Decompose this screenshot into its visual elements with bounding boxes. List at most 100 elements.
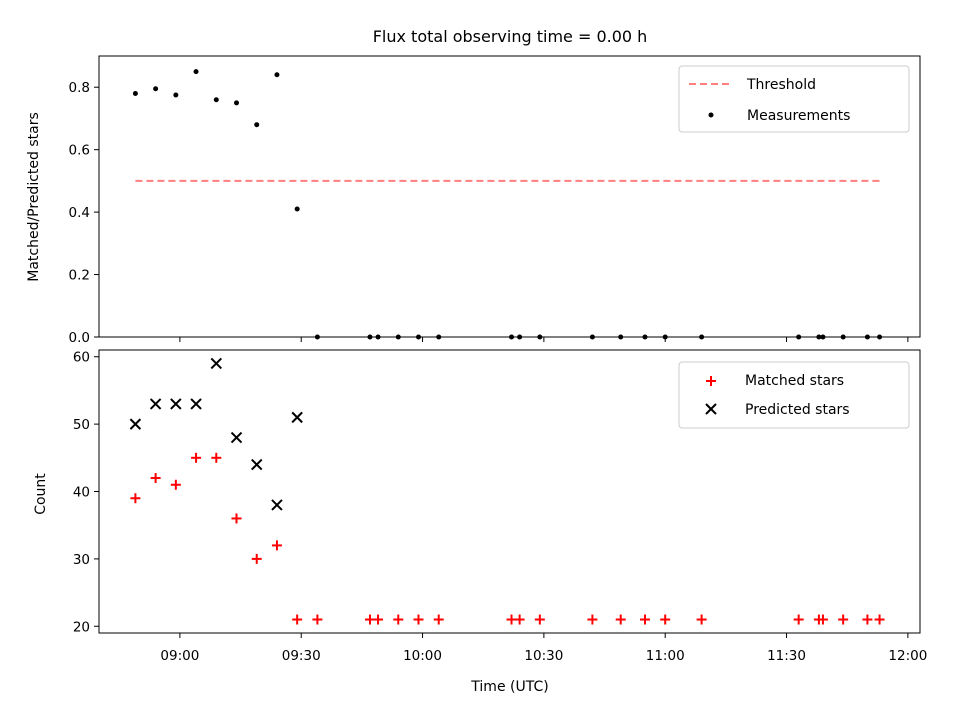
matched-star-point bbox=[170, 479, 181, 490]
matched-star-point bbox=[393, 614, 404, 625]
measurement-point bbox=[796, 334, 802, 340]
predicted-star-point bbox=[251, 458, 263, 471]
y-tick-label: 40 bbox=[73, 485, 90, 501]
top-y-ticks: 0.0 0.2 0.4 0.6 0.8 bbox=[69, 80, 99, 346]
x-tick-label: 11:30 bbox=[767, 648, 806, 664]
legend-measurements-label: Measurements bbox=[747, 108, 850, 124]
legend-measurements-swatch bbox=[708, 112, 714, 118]
bottom-x-ticks: 09:00 09:30 10:00 10:30 11:00 11:30 12:00 bbox=[160, 633, 927, 664]
matched-star-point bbox=[838, 614, 849, 625]
bottom-legend-box bbox=[678, 361, 910, 429]
matched-star-point bbox=[615, 614, 626, 625]
x-axis-label: Time (UTC) bbox=[470, 679, 548, 695]
measurement-point bbox=[840, 334, 846, 340]
matched-star-point bbox=[312, 614, 323, 625]
matched-star-point bbox=[817, 614, 828, 625]
y-tick-label: 0.0 bbox=[69, 330, 90, 346]
matched-star-point bbox=[292, 614, 303, 625]
measurement-point bbox=[642, 334, 648, 340]
top-legend: Threshold Measurements bbox=[678, 65, 910, 133]
legend-matched-label: Matched stars bbox=[745, 373, 844, 389]
top-y-axis-label: Matched/Predicted stars bbox=[26, 112, 42, 282]
matched-star-point bbox=[534, 614, 545, 625]
measurement-point bbox=[294, 206, 300, 212]
matched-star-point bbox=[514, 614, 525, 625]
top-x-ticks bbox=[179, 337, 909, 342]
y-tick-label: 0.6 bbox=[69, 143, 90, 159]
x-tick-label: 09:30 bbox=[282, 648, 321, 664]
bottom-y-axis-label: Count bbox=[33, 473, 49, 515]
matched-star-point bbox=[639, 614, 650, 625]
y-tick-label: 30 bbox=[73, 552, 90, 568]
measurement-point bbox=[173, 92, 179, 98]
y-tick-label: 0.8 bbox=[69, 80, 90, 96]
matched-star-point bbox=[271, 540, 282, 551]
predicted-star-point bbox=[210, 357, 222, 370]
measurement-point bbox=[213, 97, 219, 103]
matched-star-point bbox=[587, 614, 598, 625]
measurement-point bbox=[820, 334, 826, 340]
measurement-point bbox=[367, 334, 373, 340]
x-tick-label: 10:00 bbox=[403, 648, 442, 664]
matched-star-point bbox=[150, 473, 161, 484]
matched-star-point bbox=[373, 614, 384, 625]
measurement-point bbox=[877, 334, 883, 340]
measurement-point bbox=[375, 334, 381, 340]
x-tick-label: 09:00 bbox=[160, 648, 199, 664]
matched-star-point bbox=[413, 614, 424, 625]
predicted-star-point bbox=[271, 499, 283, 511]
matched-star-point bbox=[874, 614, 885, 625]
measurement-point bbox=[132, 90, 138, 96]
matched-star-point bbox=[862, 614, 873, 625]
measurement-point bbox=[537, 334, 543, 340]
bottom-marks bbox=[129, 357, 885, 625]
predicted-star-point bbox=[129, 418, 142, 430]
measurement-point bbox=[254, 122, 260, 128]
x-tick-label: 12:00 bbox=[888, 648, 927, 664]
predicted-star-point bbox=[149, 398, 162, 410]
measurement-point bbox=[395, 334, 401, 340]
predicted-star-point bbox=[230, 431, 243, 444]
matched-star-point bbox=[251, 553, 262, 564]
legend-predicted-swatch bbox=[705, 403, 717, 415]
bottom-panel: 20 30 40 50 60 09:00 09:30 10:00 10:30 11:00 11:3… bbox=[33, 349, 927, 695]
top-panel: 0.00.20.40.60.8 Matched/Predicted stars … bbox=[26, 55, 921, 346]
x-tick-label: 10:30 bbox=[524, 648, 563, 664]
y-tick-label: 50 bbox=[73, 417, 90, 433]
chart-title: Flux total observing time = 0.00 h bbox=[373, 27, 648, 46]
y-tick-label: 60 bbox=[73, 350, 90, 366]
bottom-y-ticks: 20 30 40 50 60 bbox=[73, 350, 99, 635]
y-tick-label: 20 bbox=[73, 619, 90, 635]
matched-star-point bbox=[696, 614, 707, 625]
measurement-point bbox=[517, 334, 523, 340]
y-tick-label: 0.2 bbox=[69, 268, 90, 284]
matched-star-point bbox=[660, 614, 671, 625]
predicted-star-point bbox=[291, 411, 303, 424]
matched-star-point bbox=[231, 513, 242, 524]
legend-predicted-label: Predicted stars bbox=[745, 402, 850, 418]
measurement-point bbox=[699, 334, 705, 340]
matched-star-point bbox=[433, 614, 444, 625]
predicted-star-point bbox=[190, 398, 202, 410]
measurement-point bbox=[864, 334, 870, 340]
measurement-point bbox=[509, 334, 515, 340]
bottom-legend: Matched stars Predicted stars bbox=[678, 361, 910, 429]
matched-star-point bbox=[211, 452, 222, 463]
measurement-point bbox=[153, 86, 159, 92]
measurement-point bbox=[589, 334, 595, 340]
measurement-point bbox=[314, 334, 320, 340]
y-tick-label: 0.4 bbox=[69, 205, 90, 221]
matched-star-point bbox=[793, 614, 804, 625]
measurement-point bbox=[662, 334, 668, 340]
measurement-point bbox=[234, 100, 240, 106]
matched-star-point bbox=[191, 452, 202, 463]
x-tick-label: 11:00 bbox=[646, 648, 685, 664]
measurement-point bbox=[816, 334, 822, 340]
top-marks bbox=[132, 69, 883, 340]
matched-star-point bbox=[130, 493, 141, 504]
legend-threshold-label: Threshold bbox=[746, 77, 816, 93]
measurement-point bbox=[193, 69, 199, 75]
legend-matched-swatch bbox=[706, 376, 716, 386]
measurement-point bbox=[416, 334, 422, 340]
